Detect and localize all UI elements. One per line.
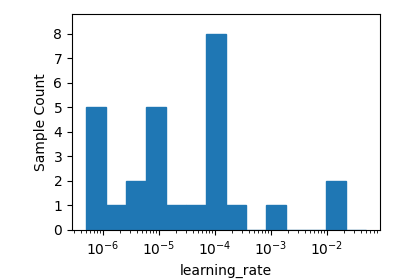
Bar [206, 34, 226, 230]
Y-axis label: Sample Count: Sample Count [34, 73, 48, 171]
Bar [146, 107, 166, 230]
Bar [106, 205, 126, 230]
X-axis label: learning_rate: learning_rate [180, 263, 272, 277]
Bar [166, 205, 186, 230]
Bar [86, 107, 106, 230]
Bar [126, 181, 146, 230]
Bar [186, 205, 206, 230]
Bar [226, 205, 246, 230]
Bar [266, 205, 286, 230]
Bar [326, 181, 346, 230]
